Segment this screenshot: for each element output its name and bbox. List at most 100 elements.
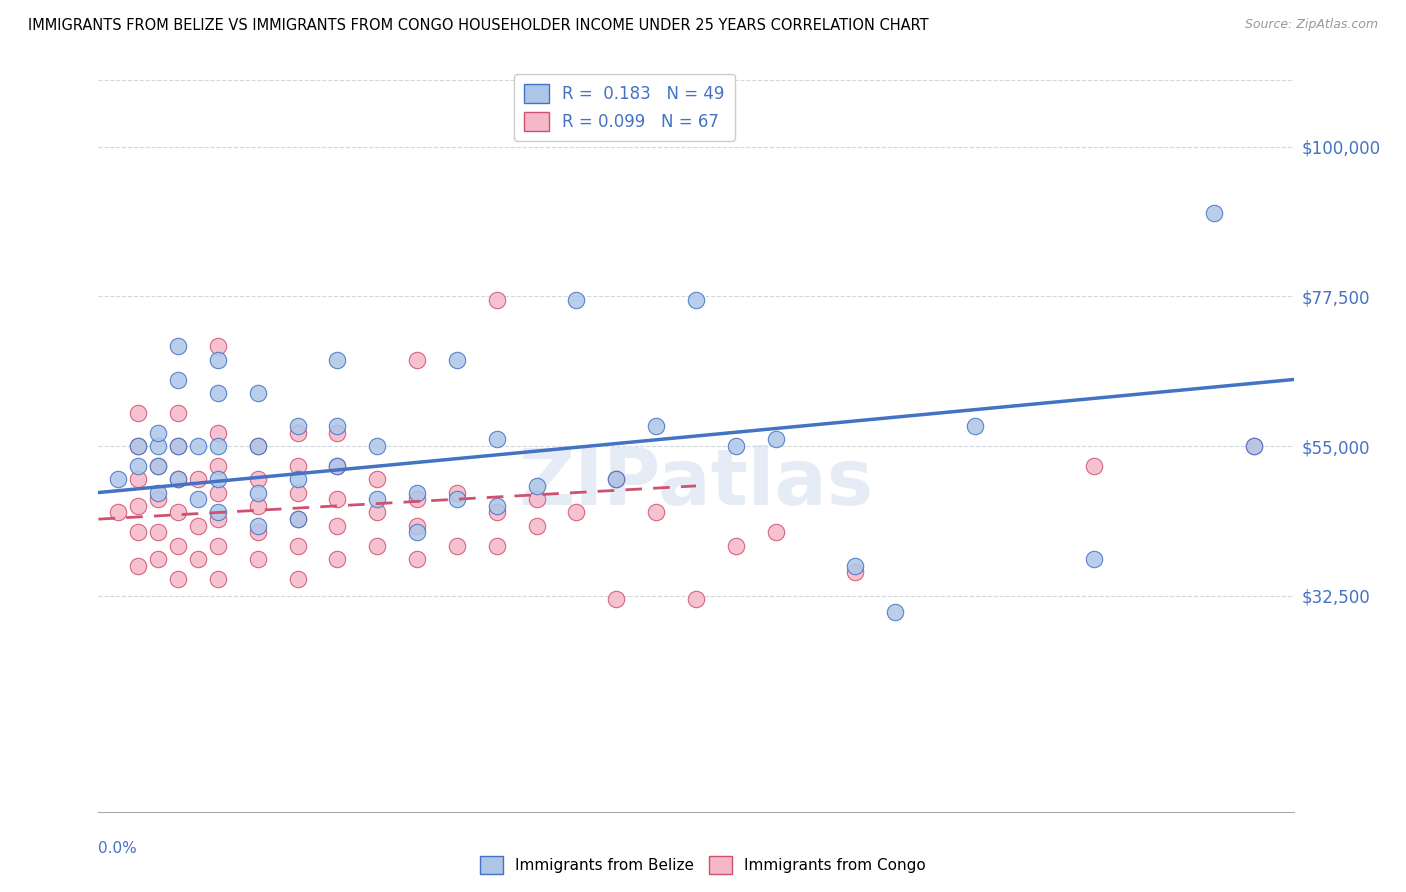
Point [207,572,229,586]
Point [287,512,309,526]
Point [844,558,866,573]
Point [148,458,170,473]
Point [187,439,209,453]
Point [446,492,468,507]
Point [1243,439,1265,453]
Point [1083,458,1105,473]
Point [1083,552,1105,566]
Point [207,485,229,500]
Point [207,425,229,440]
Point [246,472,269,486]
Point [127,525,149,540]
Point [246,525,269,540]
Point [287,572,309,586]
Point [127,458,149,473]
Point [446,485,468,500]
Point [148,492,170,507]
Point [127,439,149,453]
Point [287,485,309,500]
Point [645,506,668,520]
Point [207,339,229,353]
Point [148,425,170,440]
Point [148,439,170,453]
Point [485,506,508,520]
Point [287,458,309,473]
Point [406,492,429,507]
Point [724,439,747,453]
Text: IMMIGRANTS FROM BELIZE VS IMMIGRANTS FROM CONGO HOUSEHOLDER INCOME UNDER 25 YEAR: IMMIGRANTS FROM BELIZE VS IMMIGRANTS FRO… [28,18,929,33]
Point [167,506,190,520]
Point [246,518,269,533]
Point [148,485,170,500]
Point [148,552,170,566]
Point [485,499,508,513]
Point [326,425,349,440]
Point [446,539,468,553]
Point [167,472,190,486]
Point [187,492,209,507]
Point [187,518,209,533]
Point [107,472,129,486]
Point [685,293,707,307]
Point [127,558,149,573]
Point [485,539,508,553]
Point [366,439,388,453]
Point [127,499,149,513]
Point [366,492,388,507]
Point [326,518,349,533]
Point [167,472,190,486]
Point [287,425,309,440]
Text: ZIPatlas: ZIPatlas [519,444,873,521]
Point [207,385,229,400]
Point [406,352,429,367]
Text: 0.0%: 0.0% [98,841,138,856]
Point [148,525,170,540]
Point [406,525,429,540]
Point [406,552,429,566]
Point [207,472,229,486]
Point [187,552,209,566]
Point [167,439,190,453]
Point [366,539,388,553]
Point [167,339,190,353]
Point [844,566,866,580]
Point [167,406,190,420]
Point [526,492,548,507]
Point [446,352,468,367]
Text: Source: ZipAtlas.com: Source: ZipAtlas.com [1244,18,1378,31]
Point [207,458,229,473]
Point [485,293,508,307]
Point [765,433,787,447]
Point [167,572,190,586]
Point [1243,439,1265,453]
Point [326,419,349,434]
Point [326,552,349,566]
Point [326,352,349,367]
Point [127,472,149,486]
Point [287,419,309,434]
Point [326,492,349,507]
Point [765,525,787,540]
Point [207,506,229,520]
Point [326,458,349,473]
Point [485,433,508,447]
Point [366,506,388,520]
Point [605,591,627,606]
Point [406,518,429,533]
Point [1202,206,1225,220]
Point [526,479,548,493]
Point [127,406,149,420]
Point [246,552,269,566]
Point [187,472,209,486]
Point [565,293,588,307]
Point [207,512,229,526]
Point [246,439,269,453]
Point [107,506,129,520]
Point [127,439,149,453]
Point [167,539,190,553]
Point [207,539,229,553]
Point [605,472,627,486]
Point [963,419,986,434]
Point [406,485,429,500]
Point [724,539,747,553]
